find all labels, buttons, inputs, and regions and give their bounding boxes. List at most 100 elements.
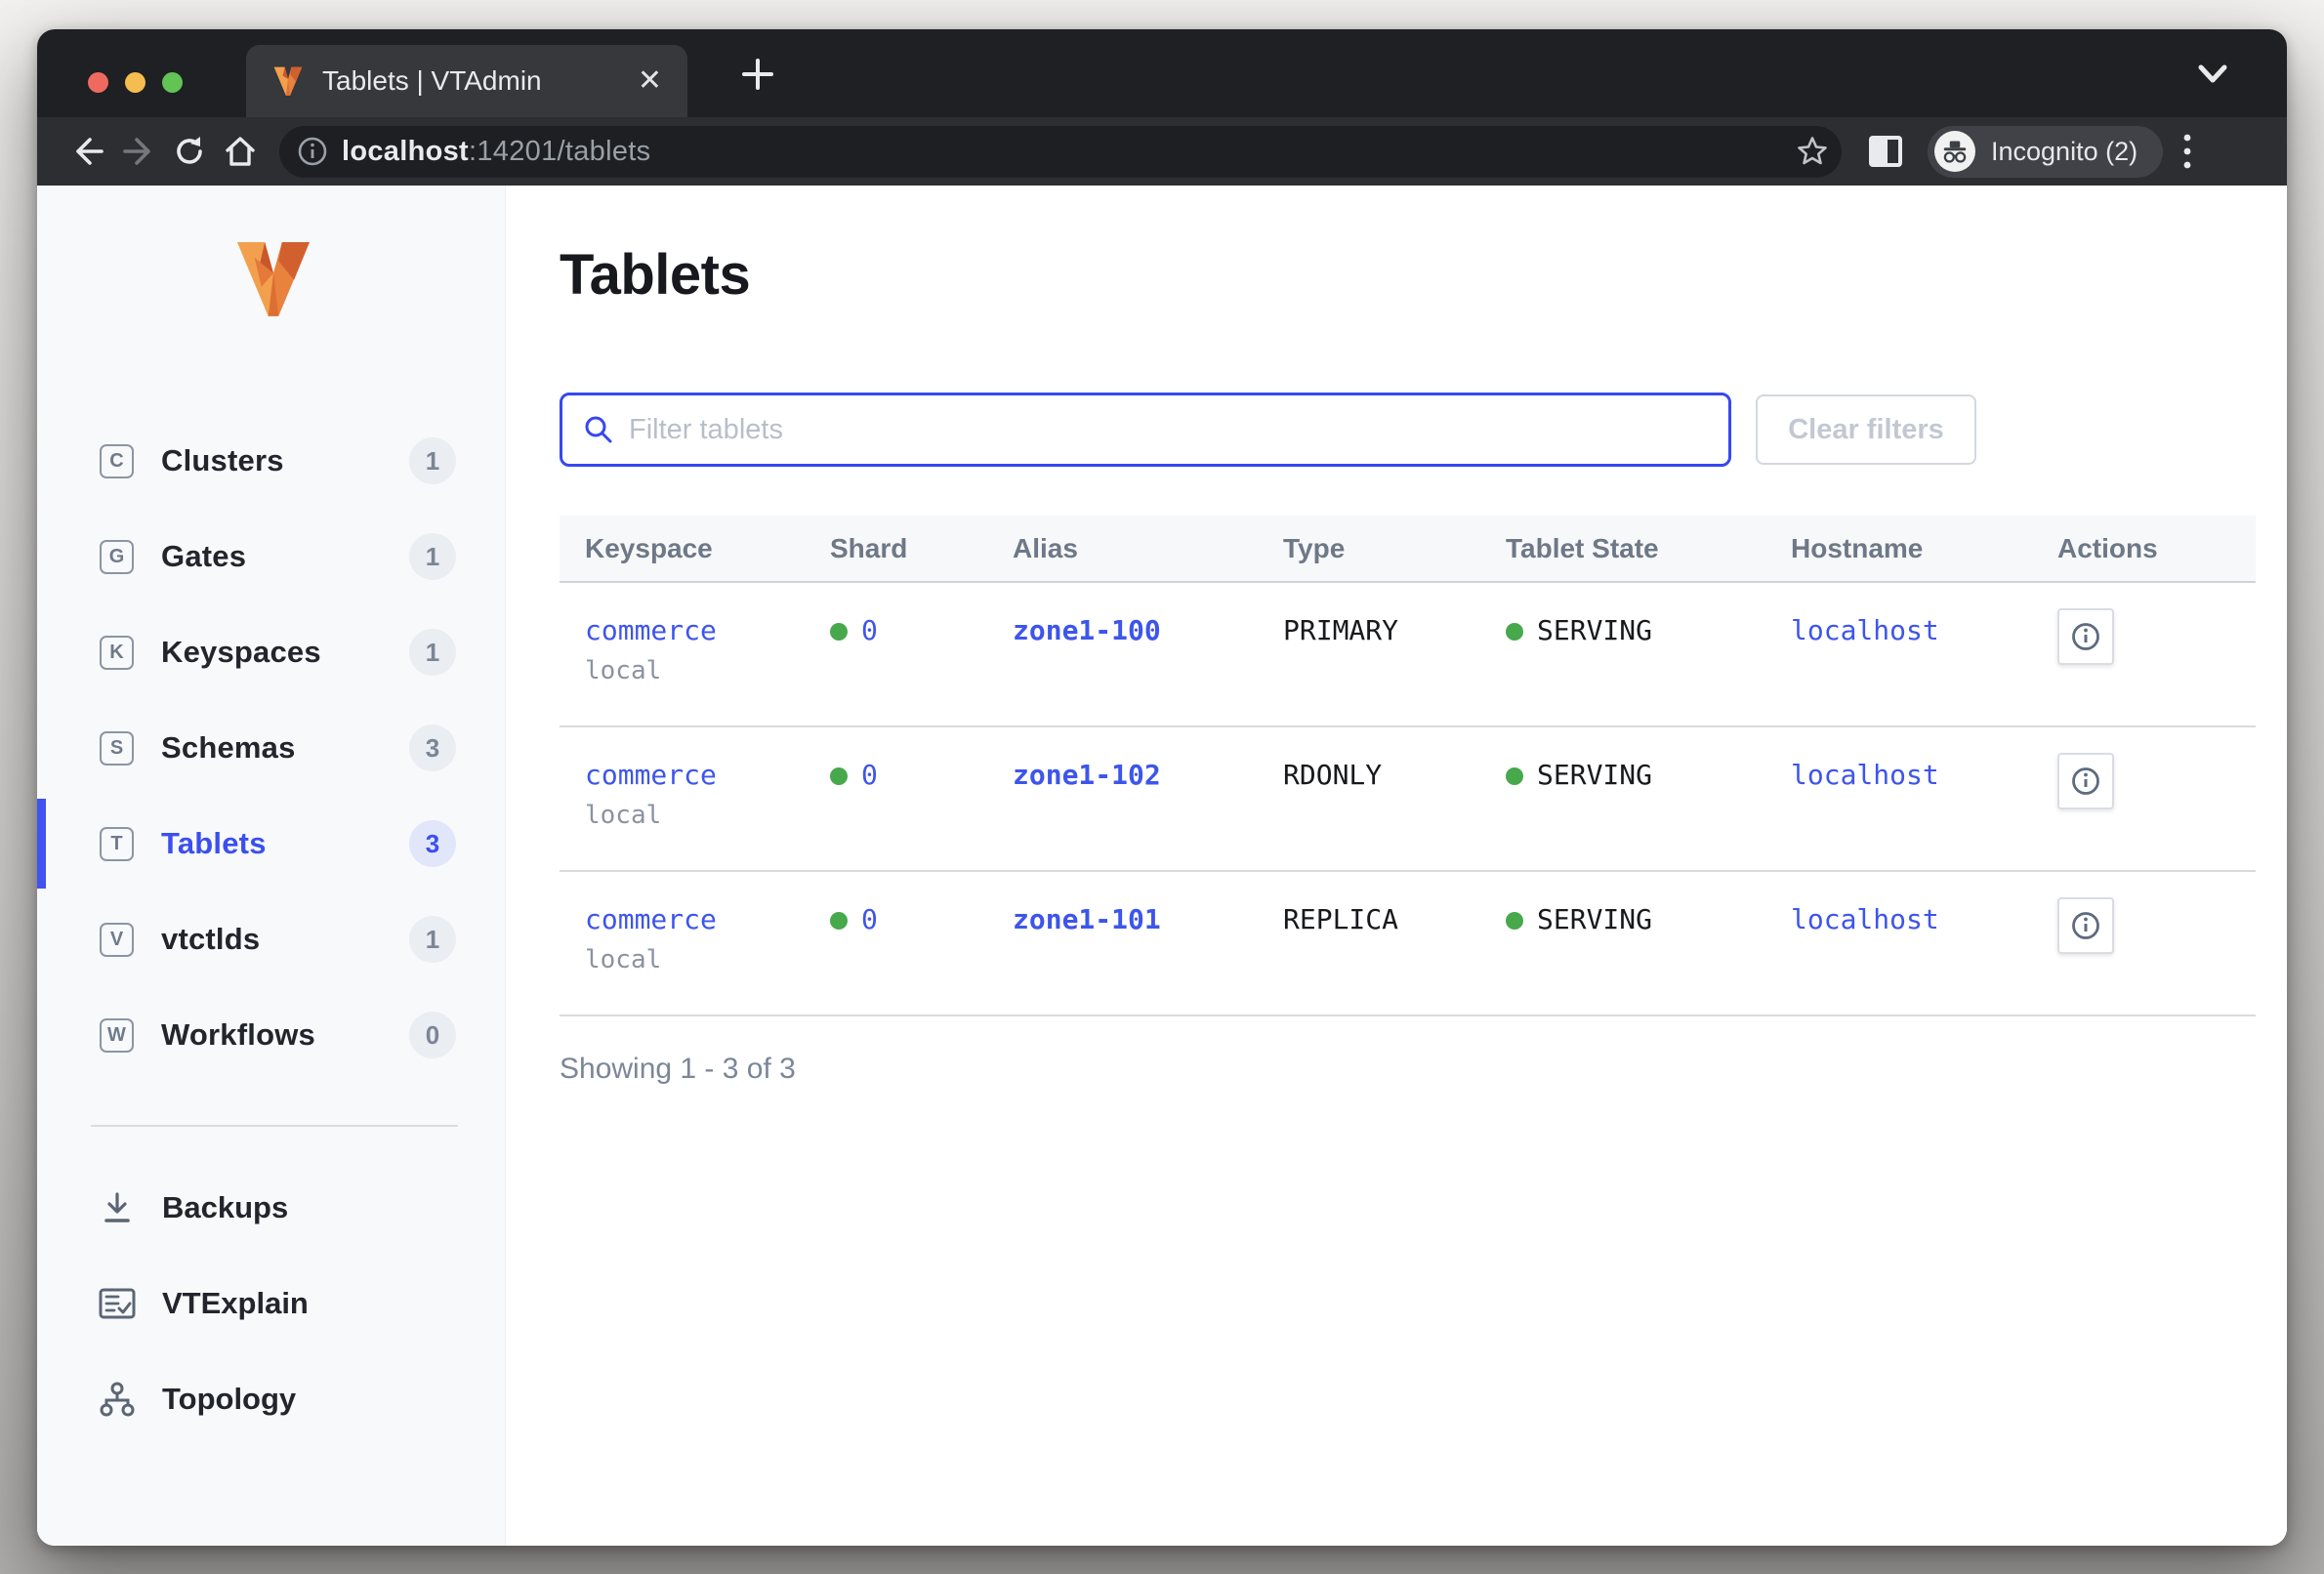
- vtctlds-letter-icon: V: [100, 922, 134, 957]
- bookmark-star-icon[interactable]: [1795, 134, 1830, 169]
- sidebar-item-gates[interactable]: G Gates 1: [37, 533, 505, 580]
- tablet-state: SERVING: [1537, 614, 1653, 646]
- tablet-state-cell: SERVING: [1480, 727, 1765, 870]
- shard-cell: 0: [805, 727, 987, 870]
- address-bar[interactable]: localhost:14201/tablets: [279, 125, 1842, 178]
- actions-cell: [2032, 727, 2256, 870]
- tablet-type: RDONLY: [1283, 759, 1383, 791]
- browser-tab[interactable]: Tablets | VTAdmin ✕: [246, 45, 687, 117]
- sidebar-item-label: Gates: [161, 539, 247, 573]
- sidebar-item-label: VTExplain: [162, 1286, 309, 1320]
- hostname-link[interactable]: localhost: [1791, 903, 1939, 935]
- page-content: C Clusters 1 G Gates 1 K Keyspaces 1 S S…: [37, 186, 2287, 1546]
- sidebar-item-backups[interactable]: Backups: [37, 1185, 505, 1230]
- main-panel: Tablets Clear filters Keyspace Sh: [506, 186, 2287, 1546]
- side-panel-button[interactable]: [1867, 134, 1904, 169]
- url-path: :14201/tablets: [469, 135, 651, 167]
- incognito-badge[interactable]: Incognito (2): [1928, 125, 2164, 178]
- count-badge: 1: [409, 533, 456, 580]
- column-header-alias: Alias: [1013, 532, 1078, 563]
- workflows-letter-icon: W: [100, 1017, 134, 1053]
- hostname-cell: localhost: [1765, 872, 2032, 1015]
- tab-search-chevron-icon[interactable]: [2191, 57, 2234, 92]
- site-info-icon[interactable]: [297, 136, 328, 167]
- tablet-state: SERVING: [1537, 903, 1653, 935]
- page-title: Tablets: [560, 243, 751, 307]
- close-window-button[interactable]: [88, 72, 108, 93]
- shard-link[interactable]: 0: [861, 759, 878, 791]
- hostname-link[interactable]: localhost: [1791, 614, 1939, 646]
- tablet-alias-link[interactable]: zone1-101: [1013, 903, 1161, 935]
- sidebar-item-label: Clusters: [161, 443, 284, 477]
- sidebar-item-vtexplain[interactable]: VTExplain: [37, 1281, 505, 1326]
- tablet-state: SERVING: [1537, 759, 1653, 791]
- url-text: localhost:14201/tablets: [342, 136, 650, 168]
- column-header-shard: Shard: [830, 532, 908, 563]
- topology-icon: [98, 1380, 137, 1419]
- tablet-info-button[interactable]: [2057, 897, 2114, 954]
- hostname-cell: localhost: [1765, 583, 2032, 725]
- alias-cell: zone1-102: [987, 727, 1258, 870]
- sidebar-item-label: vtctlds: [161, 922, 261, 956]
- hostname-cell: localhost: [1765, 727, 2032, 870]
- forward-button[interactable]: [113, 126, 164, 177]
- sidebar-item-label: Schemas: [161, 730, 296, 765]
- tablet-info-button[interactable]: [2057, 608, 2114, 665]
- browser-window: Tablets | VTAdmin ✕: [37, 29, 2287, 1546]
- sidebar-item-vtctlds[interactable]: V vtctlds 1: [37, 916, 505, 963]
- gates-letter-icon: G: [100, 539, 134, 574]
- incognito-label: Incognito (2): [1991, 136, 2138, 166]
- shard-cell: 0: [805, 872, 987, 1015]
- clear-filters-button[interactable]: Clear filters: [1756, 394, 1976, 465]
- sidebar-item-clusters[interactable]: C Clusters 1: [37, 437, 505, 484]
- shard-status-dot: [830, 623, 848, 641]
- cluster-name: local: [585, 656, 662, 685]
- sidebar-item-label: Workflows: [161, 1017, 315, 1052]
- zoom-window-button[interactable]: [162, 72, 183, 93]
- count-badge: 1: [409, 916, 456, 963]
- reload-button[interactable]: [164, 126, 215, 177]
- table-header-row: Keyspace Shard Alias Type Tablet State H…: [560, 516, 2256, 583]
- browser-menu-button[interactable]: [2180, 130, 2194, 173]
- incognito-icon: [1934, 131, 1975, 172]
- sidebar-divider: [91, 1125, 458, 1127]
- tablets-letter-icon: T: [100, 826, 134, 861]
- keyspace-cell: commerce local: [560, 872, 805, 1015]
- tablet-alias-link[interactable]: zone1-102: [1013, 759, 1161, 791]
- count-badge: 3: [409, 820, 456, 867]
- sidebar-item-schemas[interactable]: S Schemas 3: [37, 725, 505, 771]
- home-button[interactable]: [215, 126, 266, 177]
- sidebar-item-keyspaces[interactable]: K Keyspaces 1: [37, 629, 505, 676]
- table-row: commerce local 0 zone1-101 REPLICA SERVI…: [560, 872, 2256, 1016]
- tablet-info-button[interactable]: [2057, 753, 2114, 809]
- hostname-link[interactable]: localhost: [1791, 759, 1939, 791]
- new-tab-button[interactable]: [721, 43, 795, 105]
- shard-link[interactable]: 0: [861, 903, 878, 935]
- keyspace-link[interactable]: commerce: [585, 614, 717, 646]
- sidebar: C Clusters 1 G Gates 1 K Keyspaces 1 S S…: [37, 186, 506, 1546]
- tab-title: Tablets | VTAdmin: [322, 65, 542, 96]
- table-row: commerce local 0 zone1-102 RDONLY SERVIN…: [560, 727, 2256, 872]
- schemas-letter-icon: S: [100, 730, 134, 766]
- back-button[interactable]: [62, 126, 113, 177]
- tab-close-icon[interactable]: ✕: [637, 64, 662, 97]
- sidebar-item-tablets[interactable]: T Tablets 3: [37, 799, 505, 889]
- alias-cell: zone1-100: [987, 583, 1258, 725]
- column-header-hostname: Hostname: [1791, 532, 1924, 563]
- serving-status-dot: [1506, 912, 1523, 930]
- filter-tablets-input[interactable]: [629, 413, 1709, 446]
- tablet-alias-link[interactable]: zone1-100: [1013, 614, 1161, 646]
- actions-cell: [2032, 872, 2256, 1015]
- url-host: localhost: [342, 135, 469, 167]
- count-badge: 3: [409, 725, 456, 771]
- vtexplain-icon: [98, 1284, 137, 1323]
- search-icon: [582, 413, 615, 446]
- sidebar-item-workflows[interactable]: W Workflows 0: [37, 1012, 505, 1058]
- minimize-window-button[interactable]: [125, 72, 145, 93]
- keyspace-link[interactable]: commerce: [585, 759, 717, 791]
- keyspace-cell: commerce local: [560, 583, 805, 725]
- shard-link[interactable]: 0: [861, 614, 878, 646]
- sidebar-item-topology[interactable]: Topology: [37, 1377, 505, 1422]
- keyspace-link[interactable]: commerce: [585, 903, 717, 935]
- vitess-favicon-icon: [271, 64, 305, 98]
